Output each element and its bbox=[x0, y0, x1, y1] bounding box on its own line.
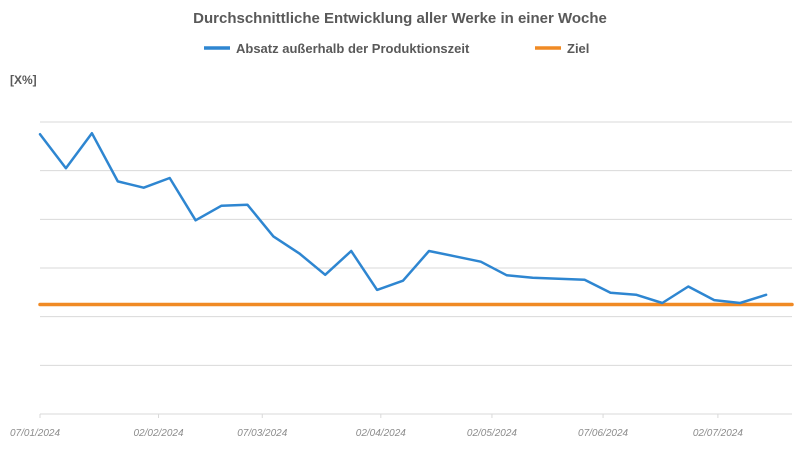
series-line-absatz bbox=[38, 131, 768, 305]
series-layer bbox=[38, 131, 794, 307]
legend-label: Absatz außerhalb der Produktionszeit bbox=[236, 41, 470, 56]
x-tick-label: 07/03/2024 bbox=[237, 428, 287, 439]
x-tick-label: 02/04/2024 bbox=[356, 428, 406, 439]
legend: Absatz außerhalb der Produktionszeit Ziel bbox=[204, 41, 589, 56]
legend-item-ziel: Ziel bbox=[535, 41, 589, 56]
x-tick-label: 02/07/2024 bbox=[693, 428, 743, 439]
grid-lines bbox=[40, 121, 792, 366]
x-tick-label: 02/05/2024 bbox=[467, 428, 517, 439]
chart-title: Durchschnittliche Entwicklung aller Werk… bbox=[193, 10, 607, 27]
y-axis-label: [X%] bbox=[10, 73, 37, 87]
x-tick-label: 02/02/2024 bbox=[134, 428, 184, 439]
legend-item-absatz: Absatz außerhalb der Produktionszeit bbox=[204, 41, 470, 56]
x-tick-label: 07/06/2024 bbox=[578, 428, 628, 439]
legend-label: Ziel bbox=[567, 41, 589, 56]
x-tick-label: 07/01/2024 bbox=[10, 428, 60, 439]
x-axis: 07/01/2024 02/02/2024 07/03/2024 02/04/2024… bbox=[10, 413, 792, 439]
